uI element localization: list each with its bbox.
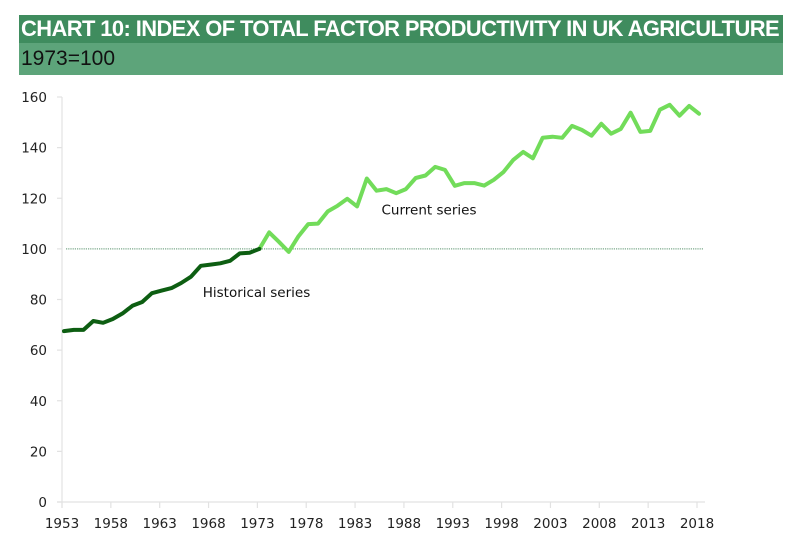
current-series-label: Current series xyxy=(382,203,477,219)
x-tick-label: 2008 xyxy=(582,516,616,532)
axes: 0 20 40 60 80 100 120 140 160 1953 1958 1963 1968 197… xyxy=(21,90,714,532)
x-tick-label: 1998 xyxy=(484,516,518,532)
x-tick-label: 1953 xyxy=(45,516,79,532)
x-tick-label: 1983 xyxy=(338,516,372,532)
chart-title: CHART 10: INDEX OF TOTAL FACTOR PRODUCTI… xyxy=(19,15,783,43)
historical-series-label: Historical series xyxy=(203,285,311,301)
x-tick-label: 1958 xyxy=(94,516,128,532)
y-tick-label: 160 xyxy=(21,90,47,106)
y-tick-label: 80 xyxy=(30,293,47,309)
x-tick-label: 2003 xyxy=(533,516,567,532)
x-tick-label: 1968 xyxy=(191,516,225,532)
chart-title-text: CHART 10: INDEX OF TOTAL FACTOR PRODUCTI… xyxy=(21,16,780,41)
historical-series-line xyxy=(62,246,262,334)
x-tick-label: 1963 xyxy=(143,516,177,532)
y-tick-label: 0 xyxy=(38,495,47,511)
y-tick-label: 20 xyxy=(30,444,47,460)
current-series-line xyxy=(257,102,701,254)
y-tick-label: 60 xyxy=(30,343,47,359)
series-lines xyxy=(62,102,701,334)
y-tick-label: 140 xyxy=(21,141,47,157)
y-tick-label: 100 xyxy=(21,242,47,258)
x-tick-label: 2013 xyxy=(631,516,665,532)
x-tick-label: 1973 xyxy=(240,516,274,532)
chart-subtitle: 1973=100 xyxy=(19,43,783,75)
annotations: Historical series Current series xyxy=(203,203,477,301)
y-tick-label: 40 xyxy=(30,394,47,410)
x-tick-label: 1988 xyxy=(387,516,421,532)
x-tick-label: 1978 xyxy=(289,516,323,532)
x-tick-label: 2018 xyxy=(680,516,714,532)
x-tick-label: 1993 xyxy=(436,516,470,532)
y-tick-label: 120 xyxy=(21,191,47,207)
